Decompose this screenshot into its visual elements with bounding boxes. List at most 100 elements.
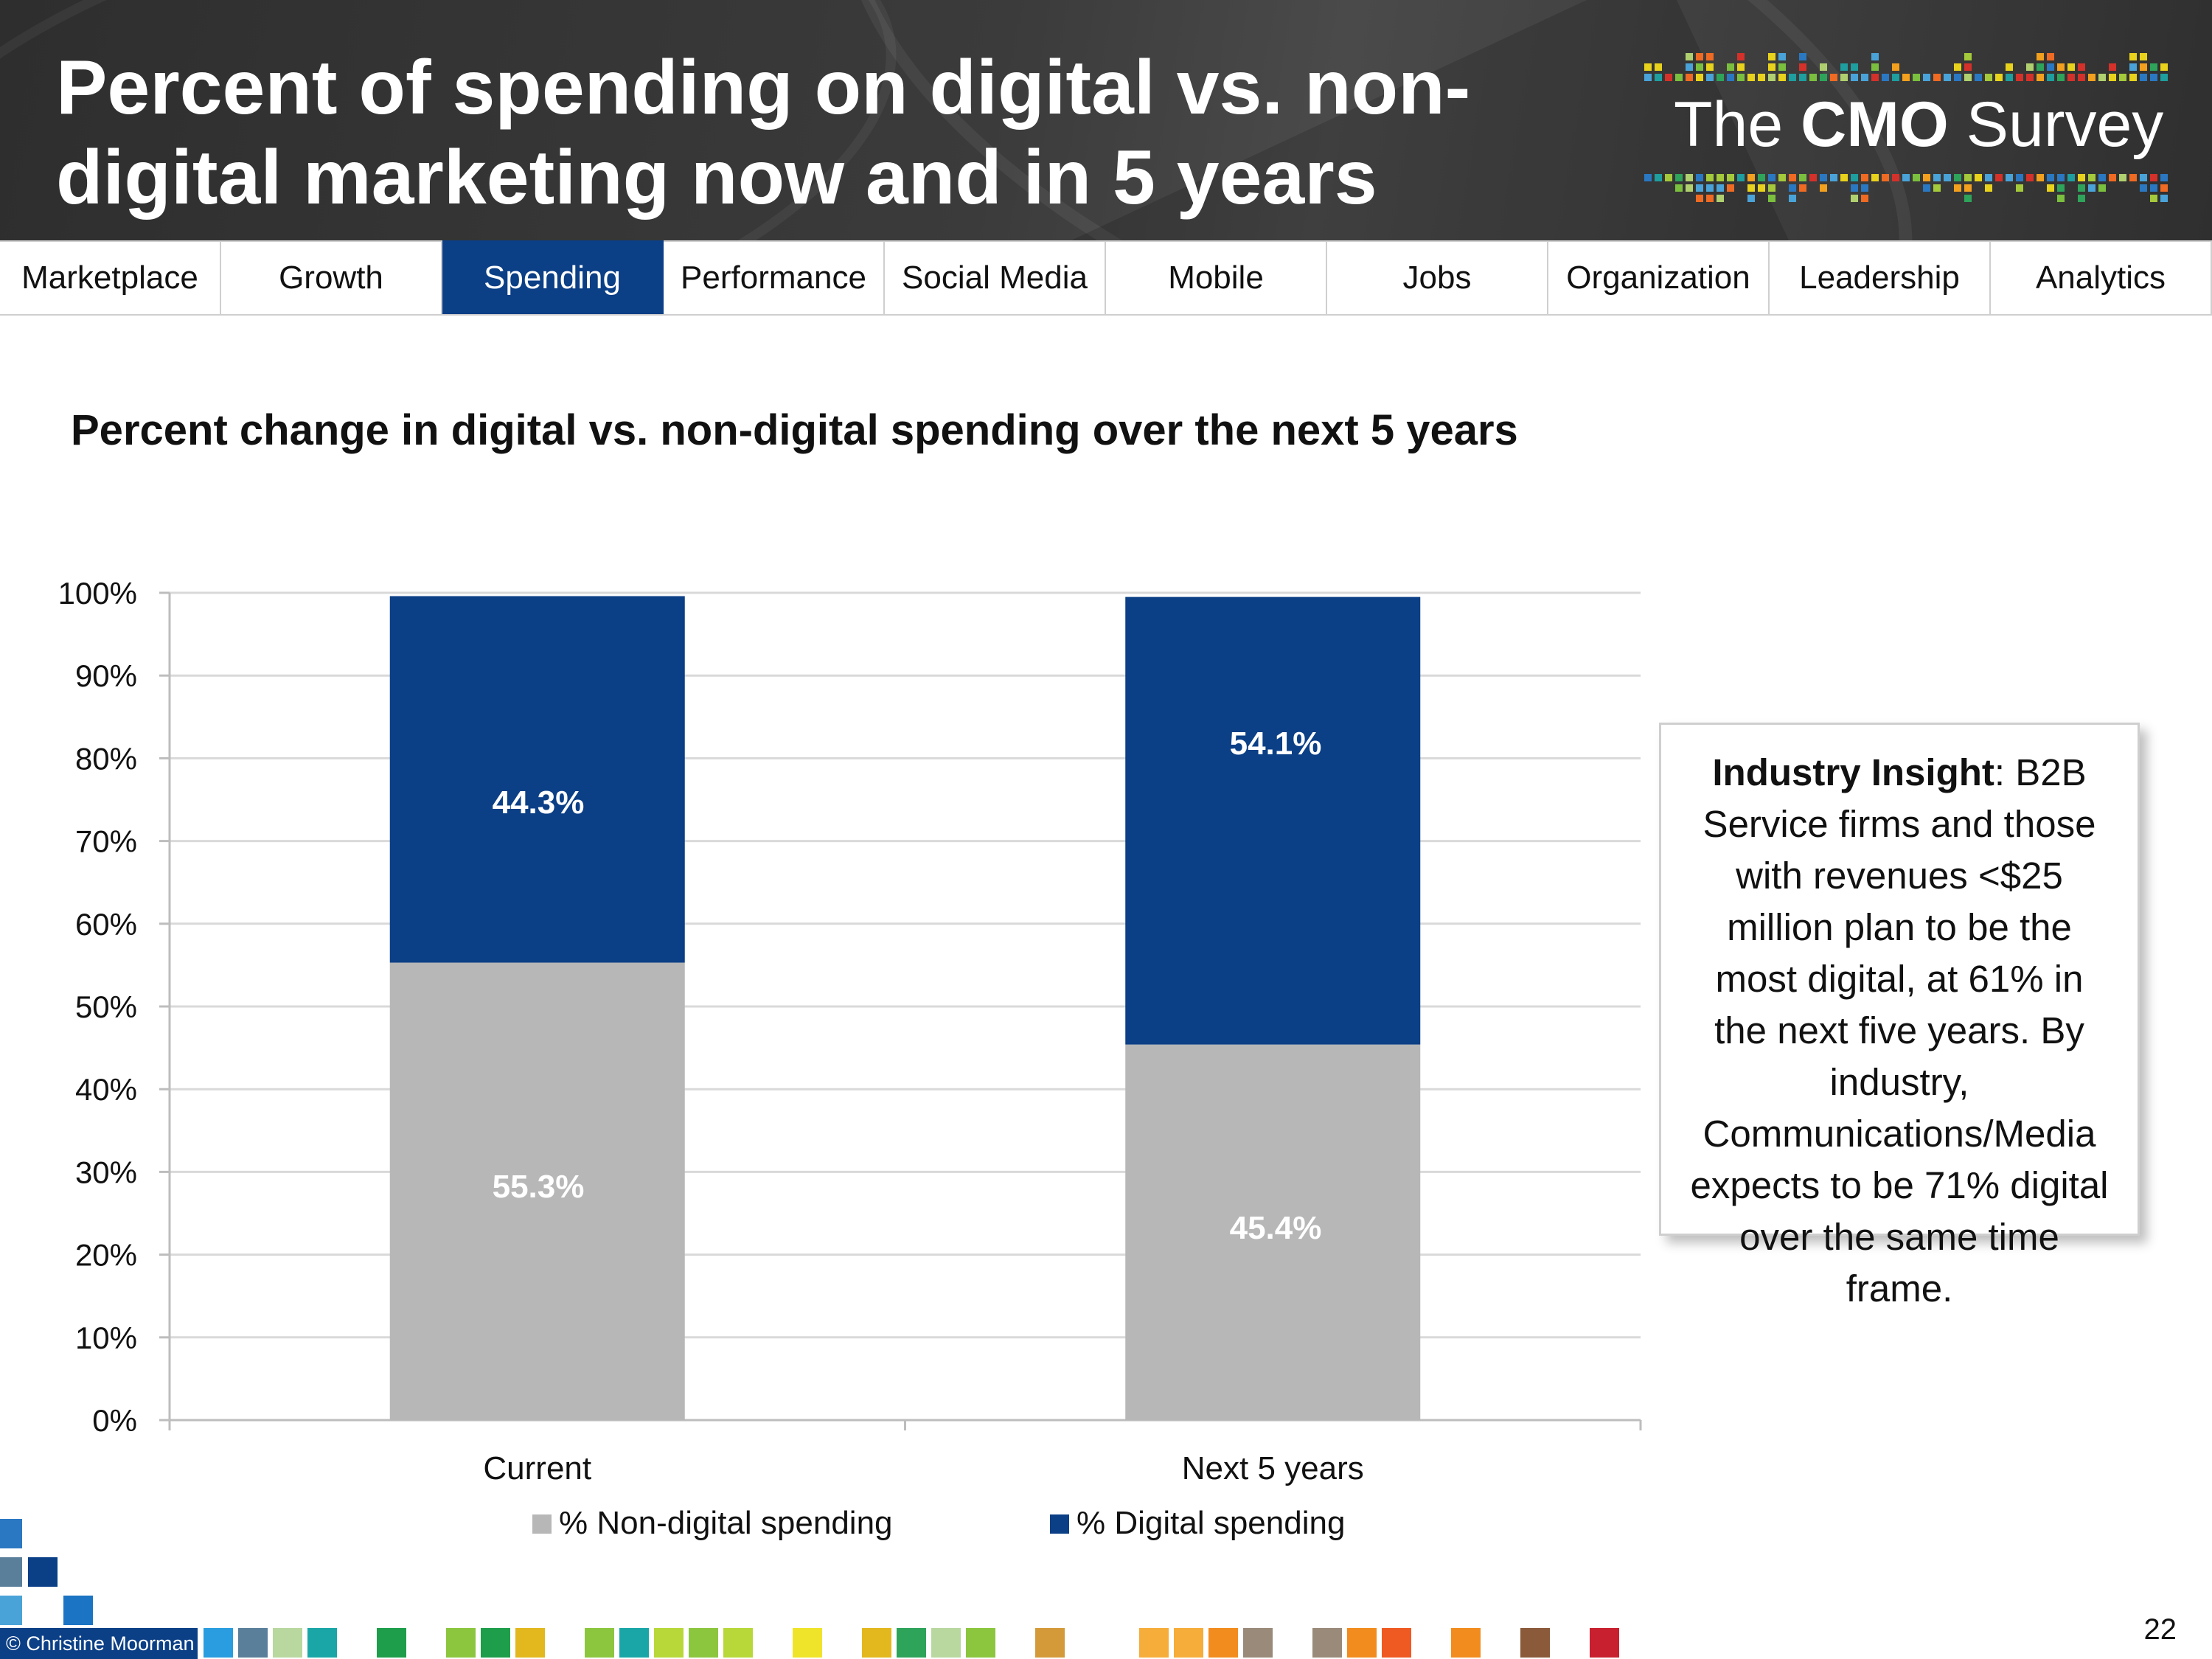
logo-pixel bbox=[1923, 174, 1930, 181]
logo-pixel bbox=[1706, 63, 1714, 71]
logo-pixel bbox=[1747, 174, 1755, 181]
logo-pixel bbox=[1851, 63, 1858, 71]
logo-pixel bbox=[2006, 174, 2013, 181]
logo-pixel bbox=[1799, 174, 1806, 181]
logo-pixel bbox=[1902, 174, 1910, 181]
logo-pixel bbox=[1882, 74, 1889, 81]
logo-pixel bbox=[1902, 74, 1910, 81]
logo-pixel bbox=[1913, 74, 1920, 81]
logo-pixel bbox=[2078, 195, 2085, 202]
logo-pixel bbox=[1747, 74, 1755, 81]
logo-pixel bbox=[1758, 74, 1765, 81]
logo-pixel bbox=[1737, 74, 1745, 81]
logo-pixel bbox=[1964, 74, 1972, 81]
logo-pixel bbox=[1923, 74, 1930, 81]
logo-pixel bbox=[2140, 53, 2147, 60]
footer-square bbox=[0, 1596, 22, 1625]
legend-swatch bbox=[1050, 1514, 1069, 1534]
logo-pixel bbox=[1933, 174, 1941, 181]
strip-square bbox=[204, 1628, 233, 1658]
logo-pixel bbox=[1840, 174, 1848, 181]
tab-growth[interactable]: Growth bbox=[221, 240, 442, 314]
logo-pixel bbox=[1696, 63, 1703, 71]
logo-pixel bbox=[1892, 174, 1899, 181]
footer-square bbox=[63, 1596, 93, 1625]
bar-digital bbox=[1125, 597, 1421, 1045]
logo-pixel bbox=[1830, 74, 1837, 81]
logo-pixel bbox=[2129, 53, 2137, 60]
logo-pixel bbox=[1696, 53, 1703, 60]
logo-pixel bbox=[2119, 74, 2126, 81]
logo-pixel bbox=[2150, 174, 2157, 181]
data-label: 55.3% bbox=[493, 1169, 585, 1205]
logo-pixel bbox=[2037, 74, 2044, 81]
logo-pixel bbox=[1964, 184, 1972, 192]
tab-jobs[interactable]: Jobs bbox=[1327, 240, 1548, 314]
logo-pixel bbox=[1778, 53, 1786, 60]
logo-pixel bbox=[1820, 74, 1827, 81]
logo-pixel-pattern bbox=[1644, 53, 2168, 202]
strip-square bbox=[931, 1628, 961, 1658]
industry-insight-box: Industry Insight: B2B Service firms and … bbox=[1659, 723, 2140, 1310]
logo-pixel bbox=[2119, 174, 2126, 181]
tab-analytics[interactable]: Analytics bbox=[1991, 240, 2212, 314]
logo-pixel bbox=[1768, 174, 1775, 181]
strip-square bbox=[1174, 1628, 1203, 1658]
tab-spending[interactable]: Spending bbox=[442, 240, 664, 314]
tab-performance[interactable]: Performance bbox=[664, 240, 885, 314]
tab-organization[interactable]: Organization bbox=[1548, 240, 1770, 314]
logo-pixel bbox=[1964, 174, 1972, 181]
tab-marketplace[interactable]: Marketplace bbox=[0, 240, 221, 314]
logo-pixel bbox=[1985, 74, 1992, 81]
logo-pixel bbox=[2160, 74, 2168, 81]
strip-square bbox=[273, 1628, 302, 1658]
logo-pixel bbox=[2078, 184, 2085, 192]
logo-pixel bbox=[2150, 184, 2157, 192]
logo-pixel bbox=[1706, 74, 1714, 81]
logo-pixel bbox=[2109, 74, 2116, 81]
logo-pixel bbox=[2109, 63, 2116, 71]
logo-pixel bbox=[1696, 74, 1703, 81]
logo-pixel bbox=[2129, 74, 2137, 81]
cmo-survey-logo: The CMO Survey bbox=[1637, 15, 2183, 236]
strip-square bbox=[446, 1628, 476, 1658]
logo-pixel bbox=[1861, 74, 1868, 81]
logo-pixel bbox=[1871, 53, 1879, 60]
footer-square bbox=[0, 1519, 22, 1548]
logo-pixel bbox=[1871, 174, 1879, 181]
strip-square bbox=[966, 1628, 995, 1658]
logo-pixel bbox=[1995, 174, 2003, 181]
logo-pixel bbox=[1686, 174, 1693, 181]
logo-pixel bbox=[1851, 174, 1858, 181]
logo-pixel bbox=[1789, 74, 1796, 81]
logo-pixel bbox=[1913, 174, 1920, 181]
logo-pixel bbox=[2057, 195, 2065, 202]
logo-pixel bbox=[1686, 53, 1693, 60]
logo-pixel bbox=[1840, 63, 1848, 71]
tab-mobile[interactable]: Mobile bbox=[1106, 240, 1327, 314]
logo-pixel bbox=[1933, 184, 1941, 192]
strip-square bbox=[238, 1628, 268, 1658]
logo-pixel bbox=[1737, 174, 1745, 181]
logo-pixel bbox=[1799, 74, 1806, 81]
logo-pixel bbox=[1789, 174, 1796, 181]
logo-pixel bbox=[1778, 74, 1786, 81]
y-tick-label: 90% bbox=[75, 658, 137, 693]
logo-pixel bbox=[1851, 74, 1858, 81]
logo-suffix: Survey bbox=[1948, 89, 2164, 160]
strip-square bbox=[307, 1628, 337, 1658]
logo-pixel bbox=[2057, 184, 2065, 192]
logo-pixel bbox=[1954, 184, 1961, 192]
logo-pixel bbox=[1861, 174, 1868, 181]
strip-square bbox=[862, 1628, 891, 1658]
logo-pixel bbox=[2160, 174, 2168, 181]
logo-pixel bbox=[2150, 74, 2157, 81]
logo-pixel bbox=[1964, 53, 1972, 60]
tab-leadership[interactable]: Leadership bbox=[1770, 240, 1991, 314]
logo-pixel bbox=[1778, 174, 1786, 181]
tab-social-media[interactable]: Social Media bbox=[885, 240, 1106, 314]
logo-pixel bbox=[1778, 63, 1786, 71]
strip-square bbox=[481, 1628, 510, 1658]
logo-pixel bbox=[2078, 63, 2085, 71]
